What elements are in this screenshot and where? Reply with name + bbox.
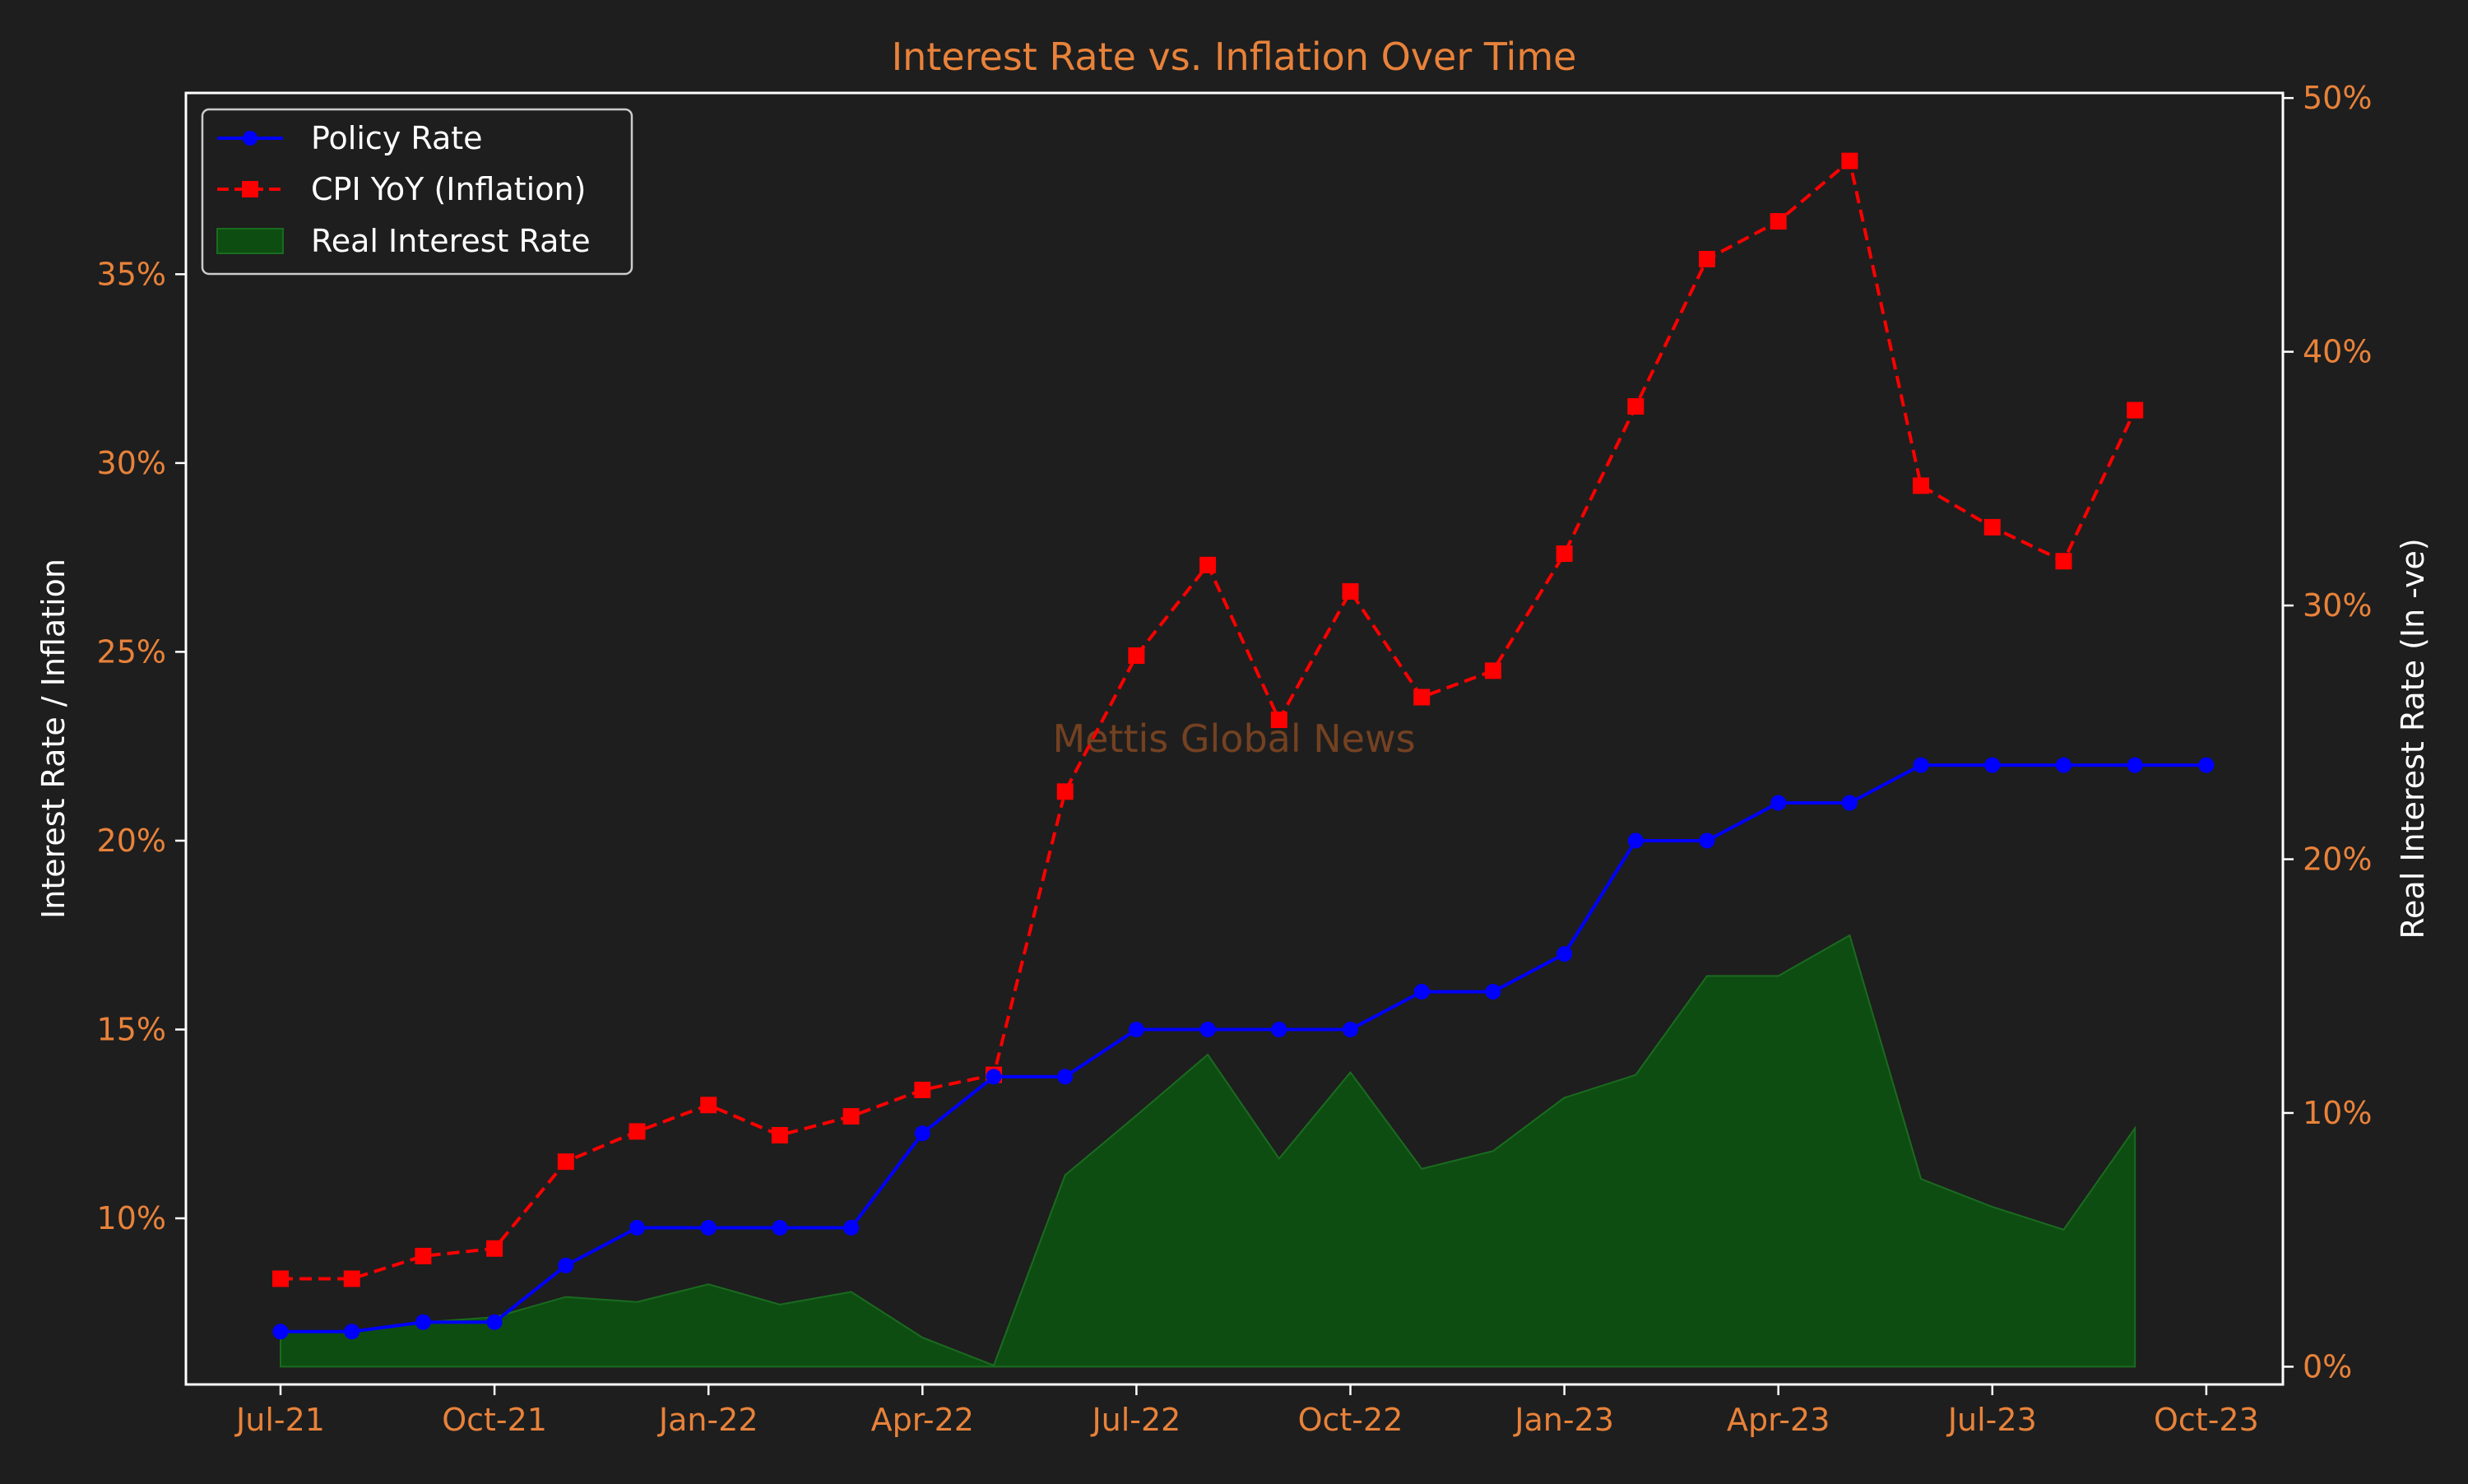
- cpi-point: [842, 1108, 860, 1125]
- legend-label-real-rate: Real Interest Rate: [311, 223, 591, 259]
- y-tick-label-right: 40%: [2303, 334, 2372, 370]
- legend-marker-cpi: [242, 181, 258, 197]
- legend-box: [201, 108, 633, 276]
- policy-rate-point: [558, 1257, 574, 1273]
- policy-rate-point: [1770, 795, 1787, 811]
- legend: Policy Rate CPI YoY (Inflation) Real Int…: [201, 108, 633, 276]
- policy-rate-point: [1343, 1021, 1358, 1037]
- cpi-point: [1841, 152, 1858, 169]
- cpi-point: [1627, 398, 1645, 415]
- cpi-point: [1556, 545, 1573, 563]
- policy-rate-point: [1699, 832, 1715, 849]
- y-tick-label-right: 10%: [2303, 1095, 2372, 1131]
- cpi-point: [1484, 662, 1501, 679]
- y-axis-label-left: Interest Rate / Inflation: [35, 559, 72, 919]
- cpi-point: [1270, 712, 1287, 729]
- policy-rate-point: [1841, 795, 1858, 811]
- x-tick-label: Apr-22: [871, 1402, 974, 1438]
- policy-rate-point: [1413, 984, 1430, 1000]
- cpi-point: [629, 1123, 646, 1140]
- cpi-point: [2055, 553, 2072, 570]
- x-tick-label: Jan-22: [657, 1402, 758, 1438]
- cpi-point: [1342, 582, 1359, 600]
- series-lines-layer: [272, 152, 2215, 1340]
- policy-rate-point: [2127, 757, 2143, 773]
- legend-item-policy-rate: Policy Rate: [217, 120, 483, 156]
- cpi-point: [272, 1270, 289, 1287]
- y-tick-label-left: 20%: [97, 823, 166, 859]
- x-tick-label: Jul-23: [1946, 1402, 2037, 1438]
- policy-rate-point: [2056, 757, 2071, 773]
- cpi-point: [1699, 250, 1715, 267]
- policy-rate-point: [1913, 757, 1929, 773]
- policy-rate-point: [1627, 832, 1644, 849]
- plot-frame: [184, 91, 2285, 1386]
- legend-label-cpi: CPI YoY (Inflation): [311, 171, 586, 207]
- cpi-point: [1983, 518, 2001, 536]
- policy-rate-point: [415, 1314, 431, 1330]
- cpi-point: [1770, 213, 1787, 230]
- cpi-point: [343, 1270, 360, 1287]
- policy-rate-point: [486, 1314, 503, 1330]
- policy-rate-point: [843, 1219, 860, 1236]
- policy-rate-point: [629, 1219, 645, 1236]
- cpi-point: [914, 1081, 931, 1098]
- x-tick-label: Oct-21: [442, 1402, 547, 1438]
- cpi-point: [1413, 689, 1431, 706]
- legend-label-policy-rate: Policy Rate: [311, 120, 483, 156]
- policy-rate-point: [1485, 984, 1501, 1000]
- cpi-point: [1913, 477, 1930, 494]
- policy-rate-point: [772, 1219, 788, 1236]
- cpi-point: [2127, 401, 2144, 419]
- x-tick-label: Apr-23: [1727, 1402, 1830, 1438]
- cpi-point: [486, 1240, 503, 1257]
- y-tick-label-right: 0%: [2303, 1348, 2352, 1384]
- y-tick-label-left: 30%: [97, 445, 166, 481]
- legend-marker-policy-rate: [243, 131, 257, 146]
- y-tick-label-right: 20%: [2303, 842, 2372, 878]
- real-rate-area-layer: [280, 934, 2136, 1368]
- policy-rate-point: [1128, 1021, 1144, 1037]
- y-tick-label-left: 35%: [97, 256, 166, 292]
- legend-item-cpi: CPI YoY (Inflation): [217, 171, 586, 207]
- policy-rate-point: [986, 1069, 1002, 1085]
- policy-rate-point: [344, 1324, 360, 1340]
- cpi-point: [1056, 783, 1074, 800]
- cpi-point: [1128, 647, 1145, 665]
- y-axis-label-right: Real Interest Rate (In -ve): [2395, 538, 2431, 939]
- policy-rate-point: [914, 1125, 930, 1142]
- chart-title: Interest Rate vs. Inflation Over Time: [892, 35, 1577, 79]
- policy-rate-line: [281, 763, 2206, 1333]
- policy-rate-point: [1984, 757, 2001, 773]
- watermark: Mettis Global News: [1052, 716, 1415, 761]
- x-tick-label: Jan-23: [1513, 1402, 1614, 1438]
- real-interest-rate-area: [280, 934, 2136, 1368]
- x-tick-label: Oct-23: [2154, 1402, 2259, 1438]
- legend-item-real-rate: Real Interest Rate: [216, 223, 591, 259]
- x-tick-label: Oct-22: [1298, 1402, 1403, 1438]
- policy-rate-point: [1556, 946, 1573, 962]
- x-tick-label: Jul-22: [1090, 1402, 1181, 1438]
- policy-rate-point: [1057, 1069, 1074, 1085]
- axes-layer: Jul-21 Oct-21 Jan-22 Apr-22 Jul-22 Oct-22 Jan-…: [97, 80, 2373, 1438]
- policy-rate-point: [2198, 757, 2215, 773]
- y-tick-label-right: 30%: [2303, 587, 2372, 624]
- cpi-point: [771, 1127, 788, 1144]
- x-tick-label: Jul-21: [234, 1402, 325, 1438]
- cpi-point: [415, 1247, 432, 1264]
- legend-swatch-real-rate: [216, 228, 284, 254]
- policy-rate-point: [700, 1219, 717, 1236]
- cpi-point: [1199, 556, 1217, 573]
- y-tick-label-left: 15%: [97, 1011, 166, 1047]
- cpi-point: [700, 1097, 717, 1114]
- y-tick-label-left: 10%: [97, 1200, 166, 1236]
- policy-rate-point: [1199, 1021, 1216, 1037]
- policy-rate-point: [1271, 1021, 1287, 1037]
- y-tick-label-right: 50%: [2303, 80, 2372, 116]
- cpi-point: [557, 1153, 574, 1171]
- policy-rate-point: [272, 1324, 289, 1340]
- y-tick-label-left: 25%: [97, 633, 166, 670]
